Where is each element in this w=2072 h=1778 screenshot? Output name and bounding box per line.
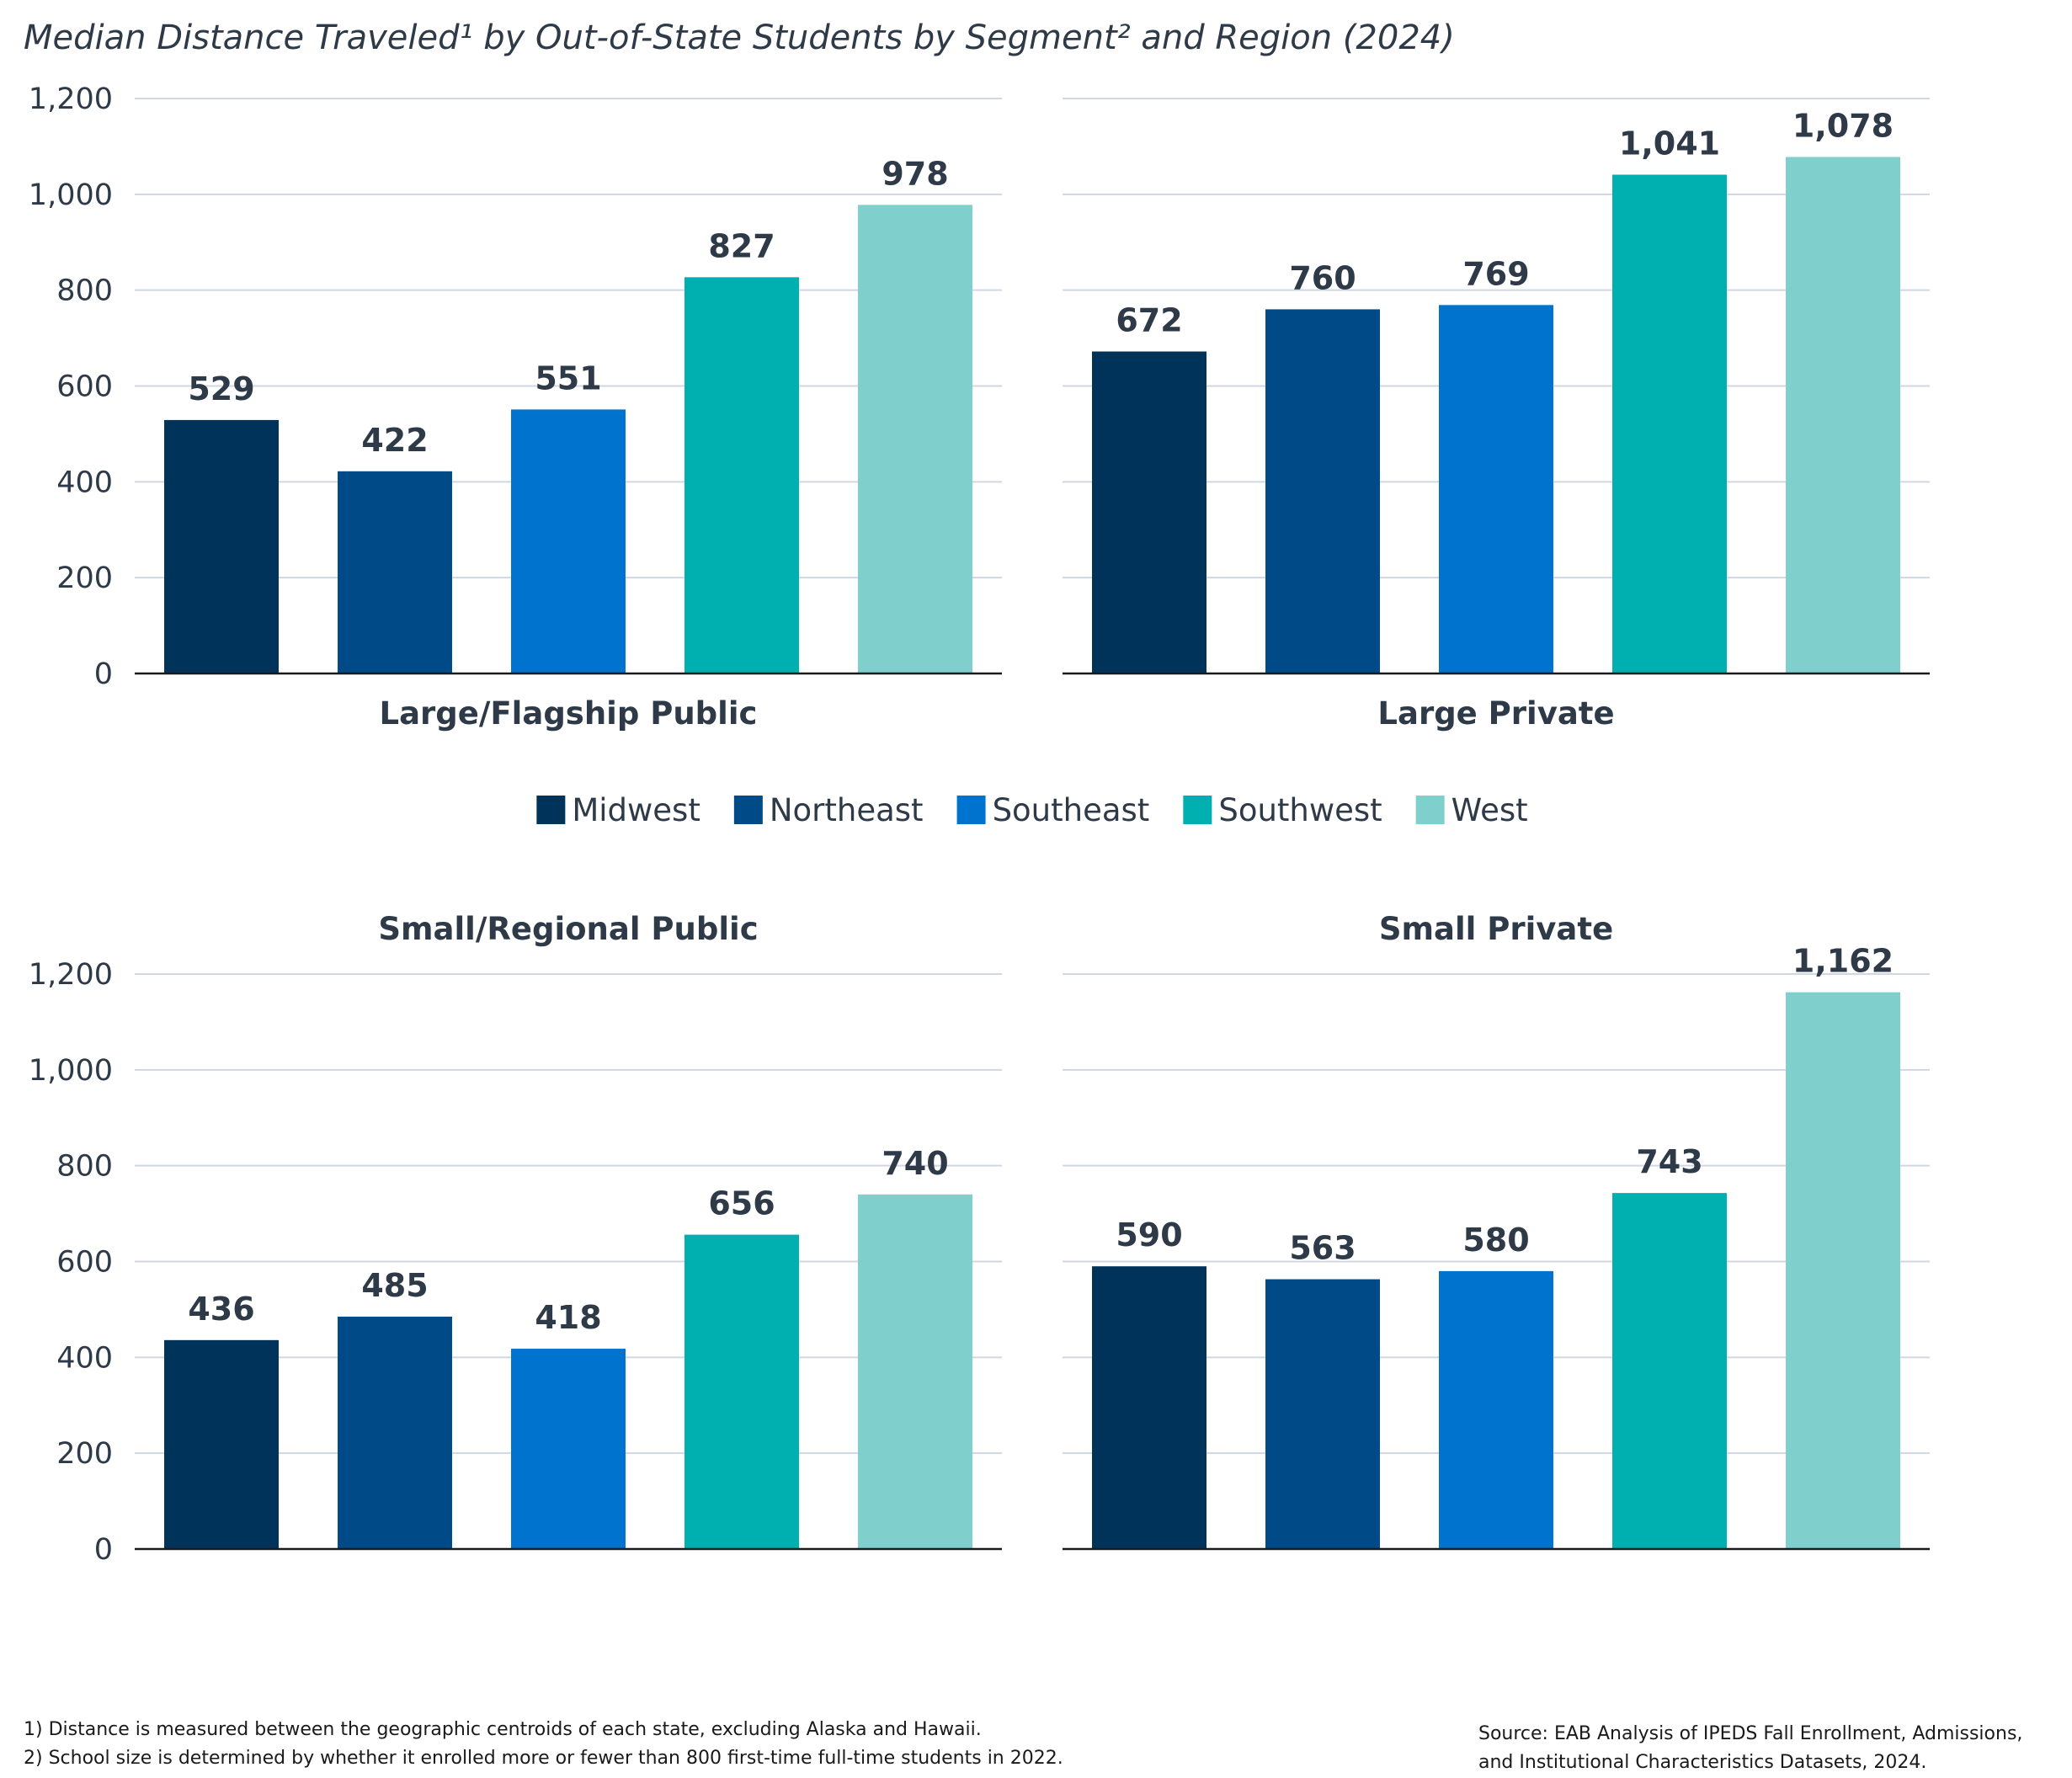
y-tick-label: 800: [56, 1150, 113, 1184]
y-tick-label: 1,000: [29, 1054, 113, 1088]
legend-swatch: [536, 796, 566, 824]
footnotes: 1) Distance is measured between the geog…: [24, 1719, 1063, 1769]
legend-swatch: [1183, 796, 1212, 824]
bar-southeast: [1439, 1270, 1553, 1549]
panel-title: Small/Regional Public: [378, 911, 758, 947]
data-label-southeast: 580: [1462, 1222, 1529, 1259]
y-tick-label: 200: [56, 1437, 113, 1471]
y-tick-label: 800: [56, 274, 113, 308]
bar-west: [1786, 992, 1900, 1549]
panel-large-private: 672 760 769 1,041 1,078 Large Private: [1063, 98, 1930, 732]
footnote-1: 1) Distance is measured between the geog…: [24, 1719, 982, 1740]
source-line-1: Source: EAB Analysis of IPEDS Fall Enrol…: [1478, 1723, 2022, 1744]
data-label-west: 978: [882, 155, 948, 192]
y-tick-label: 1,200: [29, 958, 113, 992]
legend-label: Southwest: [1218, 792, 1382, 828]
data-label-southwest: 827: [708, 227, 775, 264]
legend-item-midwest: Midwest: [536, 792, 700, 828]
bar-midwest: [1092, 351, 1206, 673]
panel-small-regional-public: 0 200 400 600 800 1,000 1,200 436 485 418 656 740 Sm…: [29, 911, 1002, 1567]
legend-swatch: [733, 796, 763, 824]
panel-small-private: 590 563 580 743 1,162 Small Private: [1063, 911, 1930, 1551]
legend-swatch: [956, 796, 986, 824]
bar-southeast: [511, 1349, 626, 1549]
chart-title: Median Distance Traveled¹ by Out-of-Stat…: [24, 19, 1455, 57]
legend-label: Northeast: [770, 792, 924, 828]
y-tick-label: 1,000: [29, 178, 113, 212]
data-label-midwest: 436: [188, 1291, 254, 1328]
footnote-2: 2) School size is determined by whether …: [24, 1748, 1063, 1769]
legend-label: West: [1451, 792, 1528, 828]
panel-title: Large/Flagship Public: [380, 695, 758, 732]
bar-northeast: [1265, 309, 1380, 673]
y-tick-label: 600: [56, 1246, 113, 1280]
bar-southwest: [684, 1234, 799, 1549]
data-label-west: 1,162: [1792, 943, 1894, 980]
y-tick-label: 600: [56, 370, 113, 404]
legend-item-southwest: Southwest: [1183, 792, 1382, 828]
source-line-2: and Institutional Characteristics Datase…: [1478, 1752, 1926, 1773]
data-label-midwest: 672: [1116, 302, 1182, 339]
data-label-northeast: 422: [361, 422, 428, 459]
y-tick-label: 200: [56, 562, 113, 595]
data-label-southeast: 418: [535, 1299, 601, 1336]
y-tick-label: 0: [94, 657, 113, 691]
data-label-northeast: 760: [1289, 259, 1356, 296]
bar-southwest: [1612, 174, 1727, 673]
data-label-southeast: 551: [535, 359, 601, 397]
bar-midwest: [164, 1339, 279, 1549]
y-tick-label: 0: [94, 1533, 113, 1567]
legend: Midwest Northeast Southeast Southwest West: [536, 792, 1528, 828]
y-tick-label: 400: [56, 466, 113, 499]
data-label-southwest: 656: [708, 1185, 775, 1222]
bar-west: [858, 205, 972, 674]
legend-item-west: West: [1415, 792, 1528, 828]
data-label-southwest: 1,041: [1619, 125, 1720, 162]
bar-midwest: [1092, 1266, 1206, 1549]
bar-southeast: [511, 409, 626, 673]
legend-label: Midwest: [572, 792, 700, 828]
legend-item-northeast: Northeast: [733, 792, 924, 828]
panel-large-flagship-public: 0 200 400 600 800 1,000 1,200 529 422 551 827 978 La…: [29, 83, 1002, 732]
data-label-southwest: 743: [1636, 1143, 1702, 1180]
data-label-southeast: 769: [1462, 255, 1529, 292]
data-label-midwest: 529: [188, 370, 254, 407]
data-label-midwest: 590: [1116, 1216, 1182, 1254]
panel-title: Large Private: [1377, 695, 1614, 732]
bar-northeast: [1265, 1279, 1380, 1549]
data-label-west: 1,078: [1792, 107, 1894, 144]
y-tick-label: 1,200: [29, 83, 113, 116]
data-label-northeast: 563: [1289, 1230, 1356, 1267]
data-label-northeast: 485: [361, 1267, 428, 1304]
legend-item-southeast: Southeast: [956, 792, 1150, 828]
legend-swatch: [1415, 796, 1445, 824]
panel-title: Small Private: [1379, 911, 1613, 947]
bar-southwest: [1612, 1193, 1727, 1549]
bar-northeast: [338, 1316, 452, 1549]
bar-southwest: [684, 277, 799, 673]
bar-west: [858, 1194, 972, 1549]
bar-southeast: [1439, 305, 1553, 673]
data-label-west: 740: [882, 1145, 948, 1182]
source-note: Source: EAB Analysis of IPEDS Fall Enrol…: [1478, 1723, 2022, 1773]
bar-midwest: [164, 419, 279, 673]
bar-west: [1786, 157, 1900, 673]
legend-label: Southeast: [993, 792, 1150, 828]
chart-panels: 0 200 400 600 800 1,000 1,200 529 422 551 827 978 La…: [29, 83, 1930, 1567]
y-tick-label: 400: [56, 1341, 113, 1375]
bar-northeast: [338, 471, 452, 673]
